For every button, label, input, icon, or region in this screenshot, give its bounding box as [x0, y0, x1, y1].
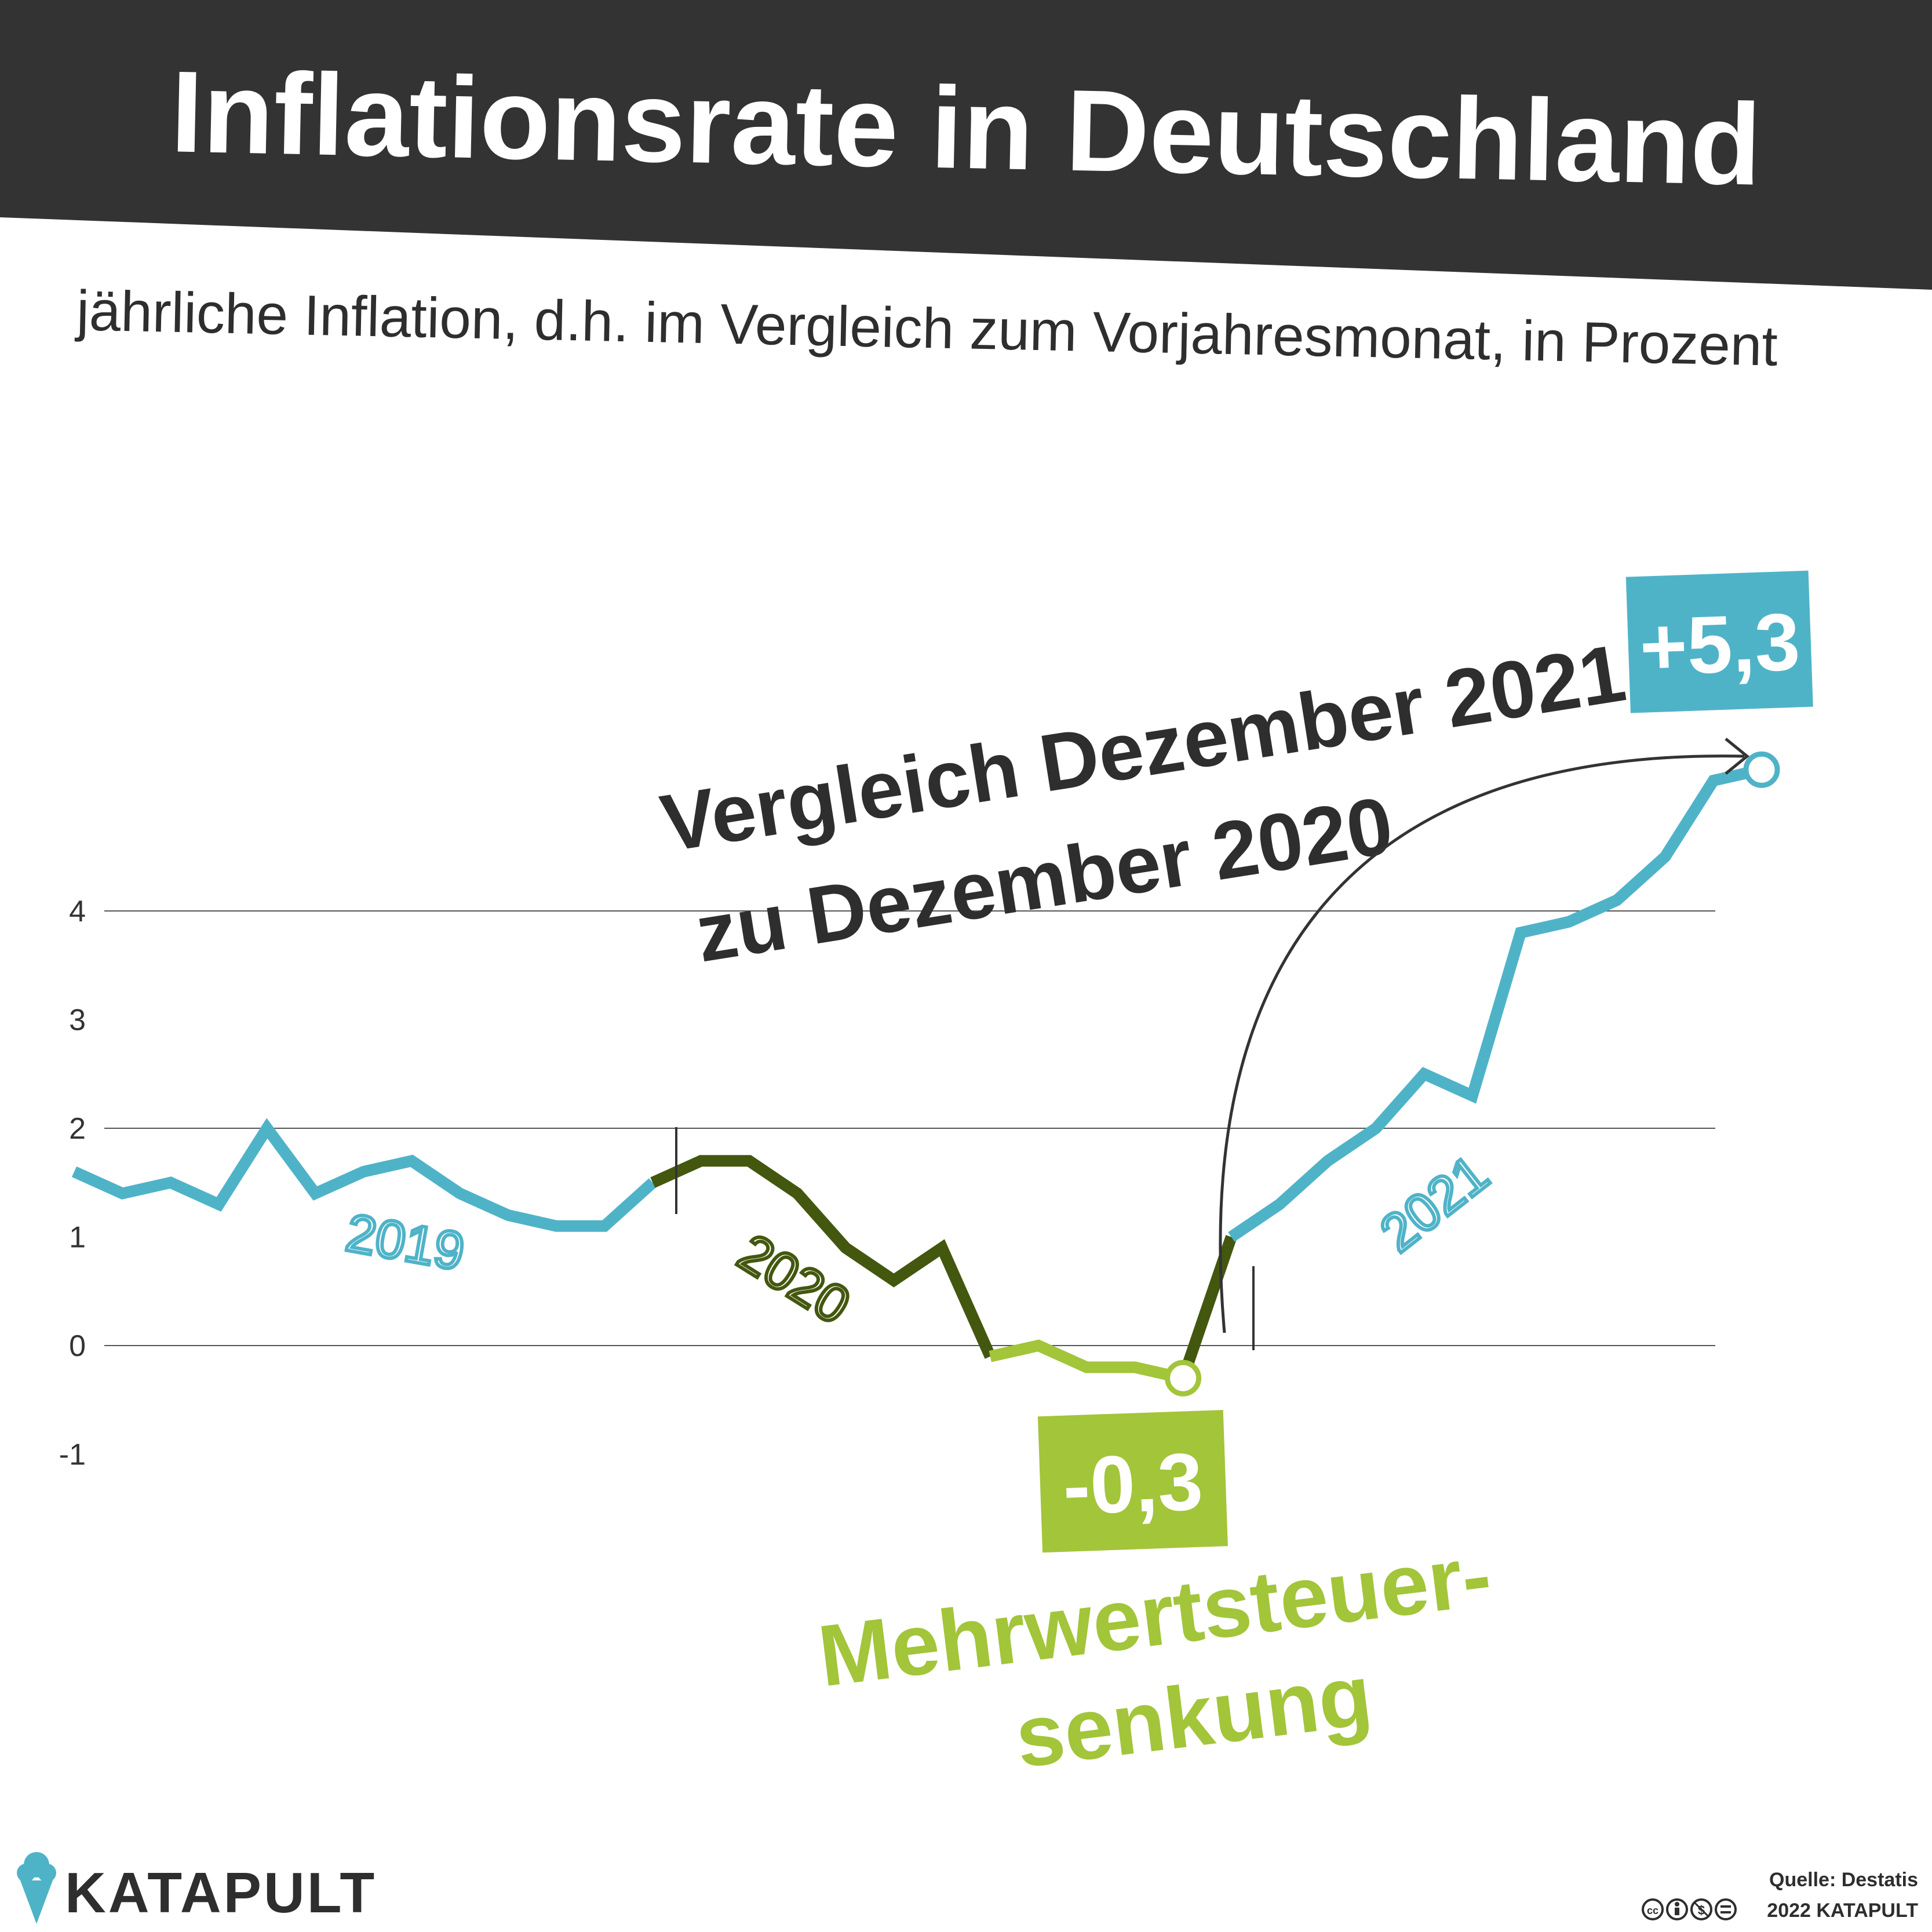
- katapult-logo: KATAPULT: [17, 1852, 377, 1924]
- svg-text:cc: cc: [1647, 1905, 1658, 1916]
- nc-icon: $: [1690, 1898, 1712, 1920]
- series-line-2019: [71, 1118, 657, 1232]
- year-label-2021: 2021: [1370, 1144, 1500, 1263]
- comparison-arrow: [1219, 754, 1745, 1333]
- high-value-text: +5,3: [1638, 596, 1802, 692]
- series-line-2020-vat: [989, 1339, 1184, 1384]
- y-axis-ticks: 4 3 2 1 0 -1: [59, 895, 86, 1472]
- series-lines: [71, 764, 1763, 1384]
- subtitle: jährliche Inflation, d.h. im Vergleich z…: [74, 278, 1778, 378]
- by-icon: [1666, 1898, 1688, 1920]
- series-line-2020-2021-transition: [1178, 1235, 1237, 1380]
- cc-icon: cc: [1642, 1898, 1664, 1920]
- high-point-marker: [1743, 751, 1780, 788]
- y-tick-label: -1: [59, 1438, 86, 1472]
- low-value-text: -0,3: [1062, 1436, 1205, 1532]
- y-tick-label: 4: [69, 895, 86, 928]
- endpoint-markers: [1165, 751, 1780, 1397]
- logo-text: KATAPULT: [65, 1861, 377, 1924]
- year-label-2019: 2019: [342, 1203, 469, 1282]
- high-value-badge: +5,3: [1625, 570, 1813, 713]
- series-line-2020-dark: [650, 1155, 996, 1359]
- high-value-badge-bg: [1625, 570, 1813, 713]
- copyright-text: 2022 KATAPULT: [1767, 1900, 1918, 1922]
- y-tick-label: 1: [69, 1221, 86, 1255]
- y-tick-label: 2: [69, 1112, 86, 1146]
- gridlines: [104, 910, 1715, 1346]
- low-point-marker: [1165, 1359, 1202, 1397]
- license-icons: cc $: [1642, 1898, 1737, 1920]
- low-value-badge: -0,3: [1037, 1410, 1228, 1553]
- comparison-arrowhead: [1725, 738, 1749, 775]
- low-value-badge-bg: [1037, 1410, 1228, 1553]
- y-tick-label: 0: [69, 1329, 86, 1363]
- source-text: Quelle: Destatis: [1769, 1869, 1918, 1891]
- ice-cream-icon: [17, 1852, 56, 1924]
- nd-icon: [1715, 1898, 1737, 1920]
- series-line-2021: [1228, 764, 1763, 1242]
- title-banner: [0, 0, 1932, 290]
- y-tick-label: 3: [69, 1004, 86, 1037]
